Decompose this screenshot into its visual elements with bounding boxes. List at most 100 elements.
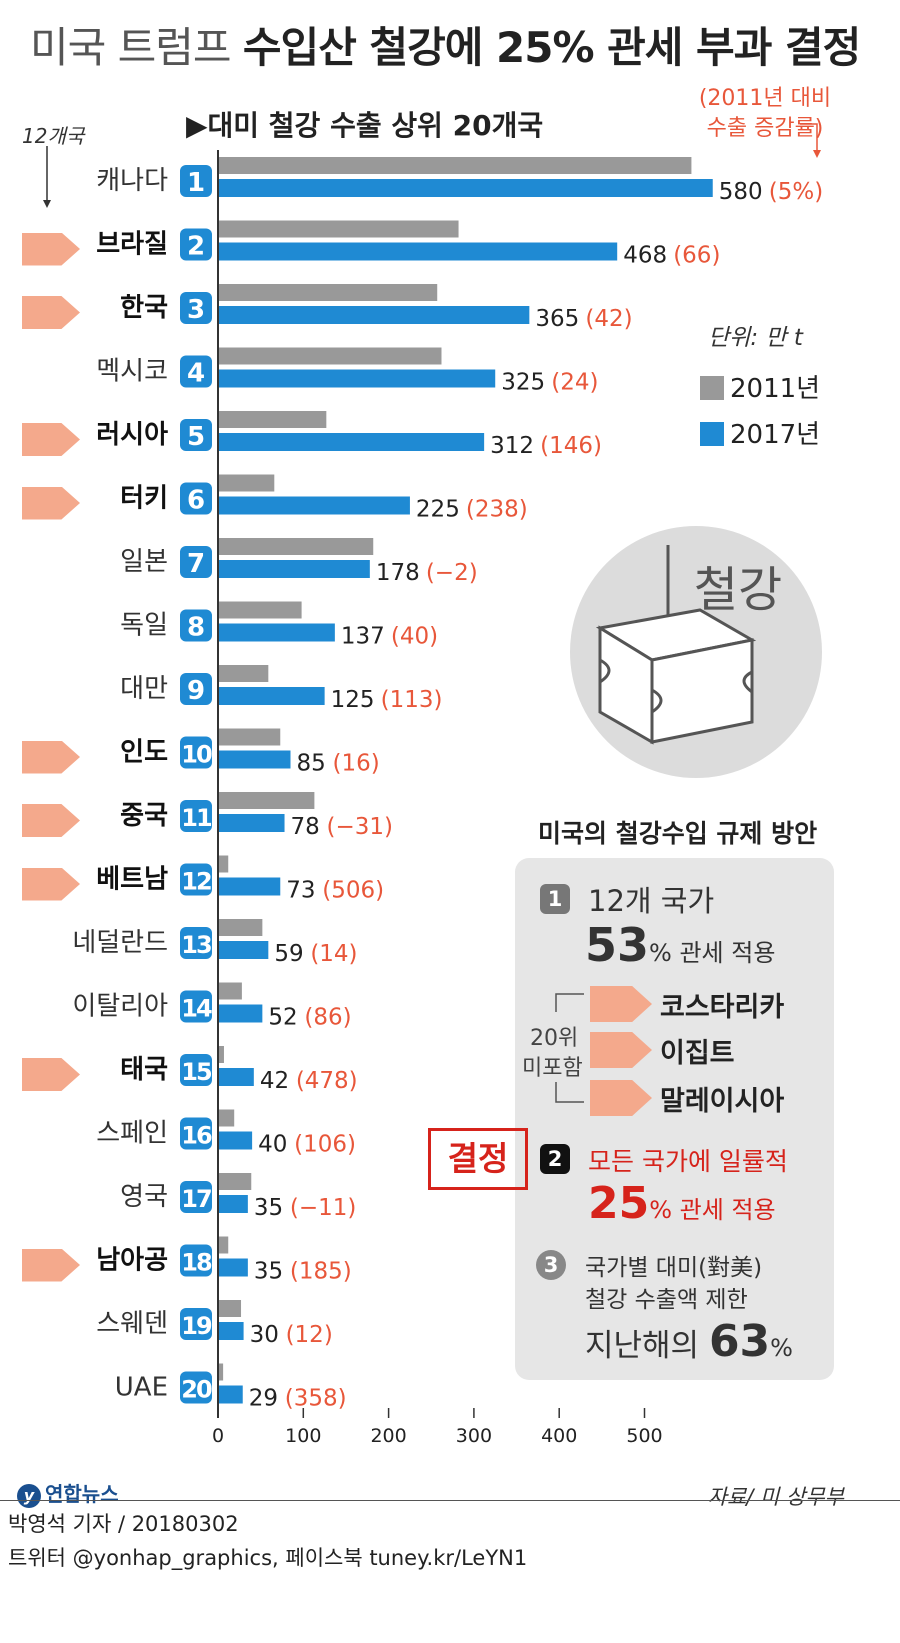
rank-badge-10 [180,736,212,769]
rank-badge-20 [180,1371,212,1404]
rank-badge-18 [180,1244,212,1277]
growth-label-1: (5%) [769,179,823,205]
country-label-13: 네덜란드 [72,928,168,958]
excluded-label-2: 미포함 [522,1056,583,1081]
option-2-suffix: % 관세 적용 [649,1196,776,1224]
x-tick-label-5: 500 [626,1425,662,1447]
rank-badge-4 [180,355,212,388]
value-label-1: 580 [719,179,763,205]
bar-2011-1 [218,157,692,174]
x-tick-label-1: 100 [285,1425,321,1447]
bar-2017-9 [218,687,325,705]
rank-label-3: 3 [187,295,205,325]
chart-subtitle: ▶대미 철강 수출 상위 20개국 [186,109,544,142]
legend-2017: 2017년 [700,414,820,451]
yonhap-logo-mark: y [17,1484,41,1508]
option-3-line2: 철강 수출액 제한 [585,1287,748,1313]
option-3-prefix: 지난해의 [585,1328,709,1364]
bar-2011-6 [218,474,275,492]
plan-box [515,858,834,1380]
rank-label-19: 19 [181,1312,212,1340]
option-2-line1: 모든 국가에 일률적 [588,1147,788,1176]
value-label-13: 59 [274,941,303,967]
bar-2017-18 [218,1258,248,1277]
title-light: 미국 트럼프 [30,23,232,72]
bar-2017-5 [218,433,485,451]
country-label-5: 러시아 [96,420,168,450]
growth-label-5: (146) [540,433,602,459]
bar-2011-14 [218,982,242,1000]
bar-2011-4 [218,347,442,365]
x-tick-label-4: 400 [541,1425,577,1447]
bar-2017-2 [218,242,618,261]
bar-2017-19 [218,1322,244,1340]
country-label-9: 대만 [120,674,168,704]
value-label-4: 325 [501,370,545,396]
rank-label-15: 15 [181,1058,212,1086]
reporter-credit: 박영석 기자 / 20180302 [8,1512,239,1536]
value-label-8: 137 [341,624,385,650]
rank-label-1: 1 [187,168,205,198]
country-label-15: 태국 [120,1055,168,1085]
excluded-country-1: 코스타리카 [660,992,785,1023]
country-label-3: 한국 [120,293,168,323]
value-label-10: 85 [297,751,326,777]
country-label-7: 일본 [120,547,168,577]
option-3-value: 지난해의 63% [585,1316,793,1367]
option-3-suffix: % [770,1334,793,1362]
rank-badge-16 [180,1117,212,1150]
option-1-big: 53 [585,918,650,972]
bar-2017-12 [218,877,281,896]
value-label-9: 125 [331,687,375,713]
option-3-big: 63 [708,1316,771,1367]
bar-2011-5 [218,411,327,428]
rank-badge-12 [180,863,212,896]
country-label-6: 터키 [120,484,168,514]
rank-badge-9 [180,673,212,705]
growth-label-2: (66) [673,243,720,269]
bar-2011-8 [218,601,302,619]
bar-2017-4 [218,369,496,388]
bar-2017-15 [218,1068,254,1086]
plan-title: 미국의 철강수입 규제 방안 [538,819,818,848]
growth-note: (2011년 대비 수출 증감률) [675,84,855,144]
steel-beam-groove-2 [651,688,663,714]
value-label-11: 78 [291,814,320,840]
growth-note-arrow-head [813,150,821,158]
rank-label-14: 14 [181,995,212,1023]
option-1-line1: 12개 국가 [588,884,715,918]
rank-badge-6 [180,482,212,515]
option-2-value: 25% 관세 적용 [588,1178,776,1229]
excluded-label-1: 20위 [530,1026,579,1051]
bar-2017-10 [218,750,291,769]
growth-label-14: (86) [304,1005,351,1031]
country-label-2: 브라질 [96,230,168,260]
page-title: 미국 트럼프 수입산 철강에 25% 관세 부과 결정 [30,14,861,75]
rank-label-2: 2 [187,232,205,262]
rank-label-18: 18 [181,1249,212,1277]
steel-beam-side [650,638,754,744]
growth-label-19: (12) [286,1322,333,1348]
growth-label-12: (506) [322,878,384,904]
bar-2017-17 [218,1195,248,1213]
legend-swatch-2017 [700,422,724,446]
country-label-14: 이탈리아 [72,992,168,1022]
bar-2017-6 [218,496,410,515]
bar-2017-11 [218,814,285,832]
footer-rule [0,1500,900,1501]
group-note: 12개국 [22,124,85,148]
x-tick-label-3: 300 [456,1425,492,1447]
x-tick-label-0: 0 [212,1425,224,1447]
growth-label-13: (14) [310,941,357,967]
rank-label-9: 9 [187,676,205,706]
bar-2011-18 [218,1236,229,1254]
growth-label-17: (−11) [290,1195,356,1221]
x-tick-label-2: 200 [370,1425,406,1447]
rank-badge-3 [180,292,212,324]
bar-2017-13 [218,941,269,959]
option-1-suffix: % 관세 적용 [649,939,776,967]
bar-2011-13 [218,919,263,936]
unit-label: 단위: 만 t [708,325,803,351]
rank-label-12: 12 [181,868,211,896]
growth-note-line1: (2011년 대비 [698,86,832,111]
